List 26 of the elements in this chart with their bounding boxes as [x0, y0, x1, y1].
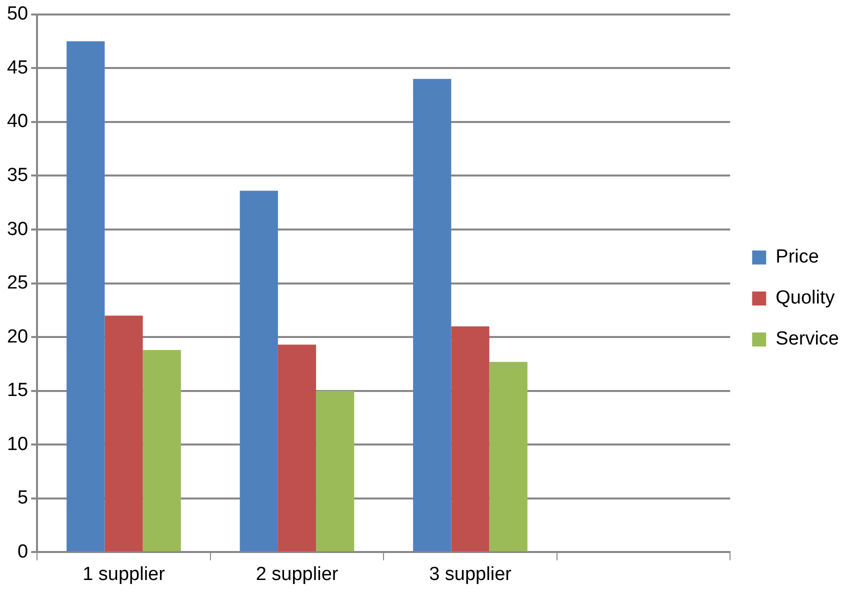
bar: [66, 41, 105, 552]
x-tick-label: 2 supplier: [256, 564, 339, 585]
legend-label: Price: [776, 246, 819, 268]
bar: [451, 326, 490, 552]
y-tick-label: 0: [18, 541, 28, 562]
legend-label: Service: [776, 328, 840, 350]
y-tick-label: 45: [6, 57, 28, 78]
y-tick-label: 25: [6, 272, 28, 294]
legend-label: Quolity: [776, 288, 836, 309]
y-tick-label: 15: [6, 380, 28, 402]
bar: [278, 344, 316, 552]
bar: [104, 316, 143, 552]
x-tick-label: 1 supplier: [82, 564, 166, 585]
x-tick-label: 3 supplier: [429, 564, 512, 585]
bar: [316, 390, 354, 552]
y-tick-label: 20: [6, 326, 28, 348]
bar: [413, 78, 452, 552]
y-tick-label: 5: [18, 488, 28, 509]
y-tick-label: 10: [6, 434, 28, 455]
y-tick-label: 40: [6, 111, 28, 132]
bar: [142, 350, 181, 552]
y-tick-label: 50: [6, 4, 28, 25]
bar: [489, 362, 528, 552]
y-tick-label: 30: [6, 218, 28, 240]
bar: [240, 190, 278, 552]
y-tick-label: 35: [6, 164, 28, 186]
